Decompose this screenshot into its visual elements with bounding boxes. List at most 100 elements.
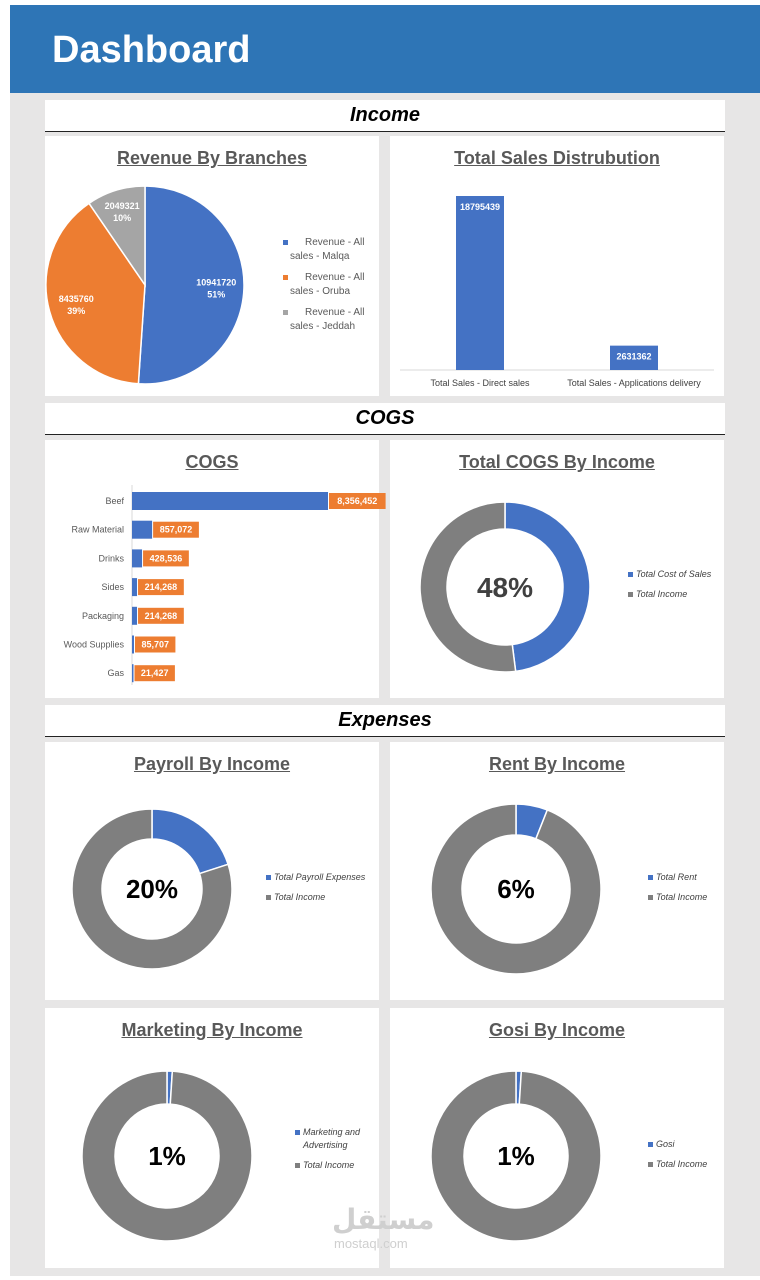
legend-label: Total Rent — [656, 872, 697, 882]
pie-percent-label: 51% — [207, 289, 225, 299]
bar-data-label: 214,268 — [145, 582, 178, 592]
pie-slice-3 — [87, 185, 146, 288]
legend-label: Total Income — [656, 892, 707, 902]
revenue-by-branches-chart: 10941720 51% 8435760 39% 2049321 10% Revenue -… — [45, 185, 364, 385]
bar-data-label: 18795439 — [460, 202, 500, 212]
donut-center-label: 1% — [497, 1141, 535, 1171]
legend-label: Marketing and — [303, 1127, 361, 1137]
donut-slice-2 — [71, 808, 233, 970]
y-tick-label: Beef — [105, 496, 124, 506]
panel-total-cogs-by-income: Total COGS By Income 48% Total Cost of Sa… — [390, 440, 724, 698]
bar-data-label: 2631362 — [616, 352, 651, 362]
panel-gosi-by-income: Gosi By Income 1% Gosi Total Income — [390, 1008, 724, 1268]
pie-value-label: 2049321 — [105, 201, 140, 211]
pie-value-label: 8435760 — [59, 294, 94, 304]
donut-slice-2 — [81, 1070, 253, 1242]
data-label-box — [138, 607, 184, 624]
legend-label: Total Income — [656, 1159, 707, 1169]
legend-marker — [648, 1142, 653, 1147]
data-label-box — [134, 665, 175, 682]
donut-center-label: 20% — [126, 874, 178, 904]
data-label-box — [143, 550, 189, 567]
section-title-expenses: Expenses — [338, 709, 432, 731]
total-sales-distribution-chart: 18795439 Total Sales - Direct sales 263136… — [400, 196, 714, 388]
pie-value-label: 10941720 — [196, 277, 236, 287]
page-title: Dashboard — [52, 29, 251, 71]
bar — [132, 635, 135, 654]
donut-slice-1 — [151, 808, 230, 875]
rent-by-income-chart: 6% Total Rent Total Income — [430, 803, 707, 975]
legend-label: Total Income — [303, 1160, 354, 1170]
legend-label: Gosi — [656, 1139, 676, 1149]
pie-percent-label: 10% — [113, 213, 131, 223]
bar-data-label: 428,536 — [150, 553, 183, 563]
panel-cogs: COGS Beef 8,356,452 Raw Material 857,072 Dri… — [45, 440, 386, 698]
gosi-by-income-chart: 1% Gosi Total Income — [430, 1070, 707, 1242]
legend-label: Revenue - All — [305, 272, 364, 283]
bar — [132, 549, 143, 568]
chart-title: Gosi By Income — [488, 1020, 626, 1040]
donut-slice-2 — [419, 501, 517, 673]
data-label-box — [135, 636, 176, 653]
chart-title: COGS — [185, 452, 239, 472]
legend-marker — [283, 240, 288, 245]
watermark-url: mostaql.com — [334, 1236, 408, 1251]
bar — [132, 664, 134, 683]
legend-label: sales - Oruba — [290, 286, 350, 297]
panel-payroll-by-income: Payroll By Income 20% Total Payroll Expen… — [45, 742, 379, 1000]
y-tick-label: Raw Material — [71, 525, 124, 535]
legend-label: Revenue - All — [305, 237, 364, 248]
y-tick-label: Drinks — [98, 553, 124, 563]
section-title-cogs: COGS — [355, 407, 415, 429]
legend-label: sales - Jeddah — [290, 321, 355, 332]
donut-slice-1 — [504, 501, 591, 673]
x-tick-label: Total Sales - Direct sales — [430, 378, 530, 388]
bar — [456, 196, 504, 370]
chart-title: Rent By Income — [488, 754, 626, 774]
panel-marketing-by-income: Marketing By Income 1% Marketing and Adver… — [45, 1008, 379, 1268]
chart-title: Payroll By Income — [133, 754, 291, 774]
payroll-by-income-chart: 20% Total Payroll Expenses Total Income — [71, 808, 366, 970]
data-label-box — [153, 521, 199, 538]
section-header-cogs: COGS — [45, 403, 725, 435]
y-tick-label: Sides — [101, 582, 124, 592]
legend-label: Total Payroll Expenses — [274, 872, 366, 882]
legend-marker — [266, 895, 271, 900]
donut-center-label: 6% — [497, 874, 535, 904]
legend-label: Total Cost of Sales — [636, 569, 712, 579]
bar — [132, 492, 328, 510]
bar — [610, 345, 658, 370]
section-header-expenses: Expenses — [45, 705, 725, 737]
legend-label: Total Income — [636, 589, 687, 599]
bar — [132, 520, 153, 539]
donut-slice-2 — [430, 803, 602, 975]
bar-data-label: 214,268 — [145, 611, 178, 621]
bar-data-label: 85,707 — [141, 640, 169, 650]
legend-label: Advertising — [302, 1140, 348, 1150]
total-cogs-by-income-chart: 48% Total Cost of Sales Total Income — [419, 501, 712, 673]
legend-marker — [295, 1163, 300, 1168]
legend-marker — [283, 275, 288, 280]
chart-title: Total Sales Distrubution — [454, 148, 660, 168]
bar-data-label: 21,427 — [141, 668, 169, 678]
legend-marker — [648, 895, 653, 900]
data-label-box — [329, 493, 386, 509]
legend-marker — [283, 310, 288, 315]
section-header-income: Income — [45, 100, 725, 132]
chart-title: Revenue By Branches — [116, 148, 308, 168]
y-tick-label: Wood Supplies — [64, 640, 125, 650]
bar-data-label: 8,356,452 — [337, 496, 377, 506]
donut-slice-2 — [430, 1070, 602, 1242]
legend-marker — [628, 572, 633, 577]
donut-center-label: 1% — [148, 1141, 186, 1171]
pie-slice-2 — [45, 202, 146, 385]
y-tick-label: Packaging — [82, 611, 124, 621]
legend-label: sales - Malqa — [290, 251, 350, 262]
legend-marker — [648, 1162, 653, 1167]
panel-revenue-by-branches: Revenue By Branches 10941720 51% 8435760 39… — [45, 136, 379, 396]
data-label-box — [138, 579, 184, 596]
y-tick-label: Gas — [107, 668, 124, 678]
bar — [132, 578, 138, 597]
legend-marker — [295, 1130, 300, 1135]
legend-label: Revenue - All — [305, 307, 364, 318]
